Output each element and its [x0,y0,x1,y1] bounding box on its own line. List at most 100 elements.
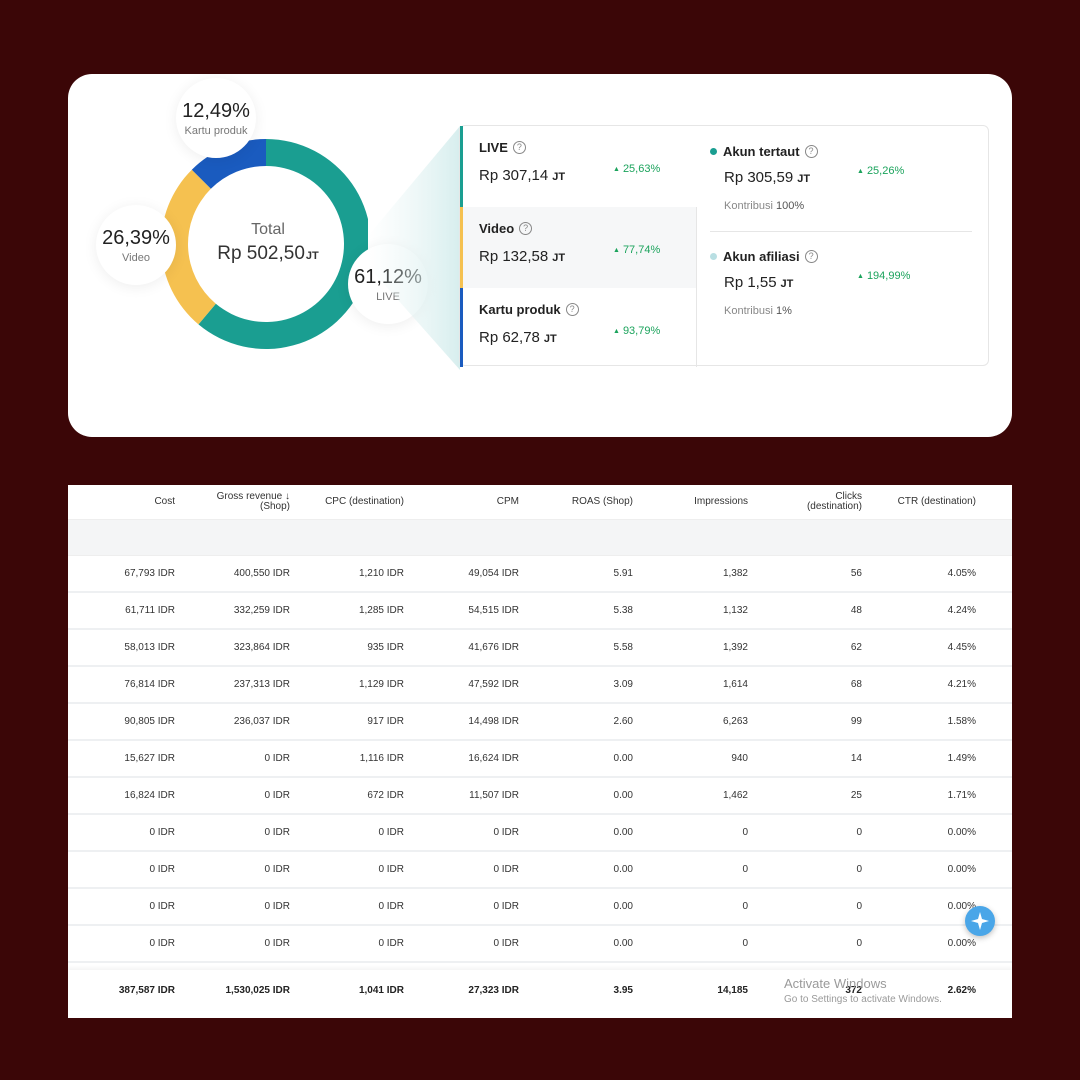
source-kartu-produk-value: Rp 62,78 JT [479,329,557,346]
revenue-donut-chart [160,139,368,349]
table-cell: 0.00 [613,938,633,949]
percent-kartu-produk: 12,49% [182,99,250,122]
table-cell: 0 [856,901,862,912]
up-arrow-icon: ▲ [857,167,864,175]
status-dot-icon [710,253,717,260]
table-cell: 0 [856,827,862,838]
table-row[interactable]: 67,793 IDR 400,550 IDR 1,210 IDR 49,054 IDR… [68,556,1012,593]
table-row[interactable]: 0 IDR 0 IDR 0 IDR 0 IDR 0.00 0 0 0.00% [68,926,1012,963]
table-row[interactable]: 16,824 IDR 0 IDR 672 IDR 11,507 IDR 0.00 1,46… [68,778,1012,815]
table-cell: 400,550 IDR [233,568,290,579]
table-cell: 0.00% [947,938,976,949]
column-header[interactable]: Gross revenue ↓ (Shop) [180,485,290,519]
column-header[interactable]: Impressions [638,485,748,519]
source-kartu-produk-title: Kartu produk [479,302,561,317]
source-video-value: Rp 132,58 JT [479,248,566,265]
help-icon[interactable]: ? [519,222,533,235]
table-row[interactable]: 0 IDR 0 IDR 0 IDR 0 IDR 0.00 0 0 0.00% [68,889,1012,926]
table-cell: 0 [856,938,862,949]
windows-activation-watermark: Activate Windows Go to Settings to activ… [784,976,942,1005]
source-live-title: LIVE [479,140,508,155]
column-header-label: CTR (destination) [897,496,976,507]
source-video-change: ▲ 77,74% [613,244,661,256]
table-cell: 323,864 IDR [233,642,290,653]
donut-center-total: Total Rp 502,50JT [193,221,343,265]
column-header[interactable]: Cost [68,485,175,519]
table-cell: 0 [742,827,748,838]
table-cell: 0 [742,938,748,949]
table-cell: 0 IDR [264,790,290,801]
table-cell: 0 [856,864,862,875]
up-arrow-icon: ▲ [613,165,620,173]
table-cell: 67,793 IDR [124,568,175,579]
table-cell: 16,824 IDR [124,790,175,801]
bubble-kartu-produk: 12,49% Kartu produk [176,78,256,158]
table-cell: 49,054 IDR [468,568,519,579]
total-cell: 1,041 IDR [358,984,404,996]
total-cell: 387,587 IDR [118,984,175,996]
source-live[interactable]: LIVE? Rp 307,14 JT ▲ 25,63% [460,126,697,207]
source-live-change: ▲ 25,63% [613,163,661,175]
breakdown-panel: LIVE? Rp 307,14 JT ▲ 25,63% Video? Rp 132,… [459,125,989,367]
assistant-button[interactable] [965,906,995,936]
help-icon[interactable]: ? [565,303,579,316]
table-filter-row [68,519,1012,556]
column-header-label: Impressions [694,496,748,507]
table-cell: 62 [850,642,862,653]
column-header[interactable]: ROAS (Shop) [523,485,633,519]
source-kartu-produk-change: ▲ 93,79% [613,325,661,337]
table-cell: 1,614 [722,679,748,690]
table-cell: 0 IDR [493,938,519,949]
percent-video: 26,39% [102,226,170,249]
status-dot-icon [710,148,717,155]
table-row[interactable]: 0 IDR 0 IDR 0 IDR 0 IDR 0.00 0 0 0.00% [68,815,1012,852]
account-linked-change: ▲ 25,26% [857,165,905,177]
table-header: Cost Gross revenue ↓ (Shop) CPC (destinatio… [68,485,1012,519]
help-icon[interactable]: ? [804,145,818,158]
column-header[interactable]: CTR (destination) [866,485,976,519]
column-header[interactable]: CPM [409,485,519,519]
table-cell: 1,285 IDR [358,605,404,616]
table-cell: 0.00 [613,901,633,912]
table-cell: 0.00% [947,827,976,838]
table-cell: 15,627 IDR [124,753,175,764]
table-cell: 1,132 [722,605,748,616]
table-row[interactable]: 90,805 IDR 236,037 IDR 917 IDR 14,498 IDR 2.… [68,704,1012,741]
source-video[interactable]: Video? Rp 132,58 JT ▲ 77,74% [460,207,697,288]
table-cell: 0 IDR [378,864,404,875]
bubble-video: 26,39% Video [96,205,176,285]
column-header-label: ROAS (Shop) [571,496,633,507]
table-row[interactable]: 76,814 IDR 237,313 IDR 1,129 IDR 47,592 IDR… [68,667,1012,704]
column-header[interactable]: CPC (destination) [294,485,404,519]
source-kartu-produk[interactable]: Kartu produk? Rp 62,78 JT ▲ 93,79% [460,288,697,367]
table-cell: 0.00 [613,864,633,875]
table-cell: 0 IDR [378,827,404,838]
table-row[interactable]: 61,711 IDR 332,259 IDR 1,285 IDR 54,515 IDR… [68,593,1012,630]
table-cell: 0 IDR [493,864,519,875]
column-header[interactable]: Clicks (destination) [752,485,862,519]
table-row[interactable]: 0 IDR 0 IDR 0 IDR 0 IDR 0.00 0 0 0.00% [68,852,1012,889]
account-affiliate-change: ▲ 194,99% [857,270,911,282]
total-cell: 372 [845,984,862,996]
help-icon[interactable]: ? [804,250,818,263]
up-arrow-icon: ▲ [613,327,620,335]
table-cell: 3.09 [613,679,633,690]
column-header-label: CPM [496,496,519,507]
table-cell: 0.00% [947,901,976,912]
table-cell: 58,013 IDR [124,642,175,653]
table-cell: 4.05% [947,568,976,579]
table-cell: 0.00 [613,790,633,801]
table-cell: 5.38 [613,605,633,616]
table-cell: 0 IDR [149,827,175,838]
table-cell: 41,676 IDR [468,642,519,653]
total-cell: 3.95 [613,984,633,996]
column-header-sublabel: (Shop) [259,501,290,512]
up-arrow-icon: ▲ [857,272,864,280]
table-row[interactable]: 58,013 IDR 323,864 IDR 935 IDR 41,676 IDR 5.… [68,630,1012,667]
table-cell: 48 [850,605,862,616]
help-icon[interactable]: ? [512,141,526,154]
table-cell: 1,116 IDR [359,753,404,764]
table-cell: 0 IDR [149,901,175,912]
table-row[interactable]: 15,627 IDR 0 IDR 1,116 IDR 16,624 IDR 0.00 94… [68,741,1012,778]
table-cell: 1.58% [947,716,976,727]
